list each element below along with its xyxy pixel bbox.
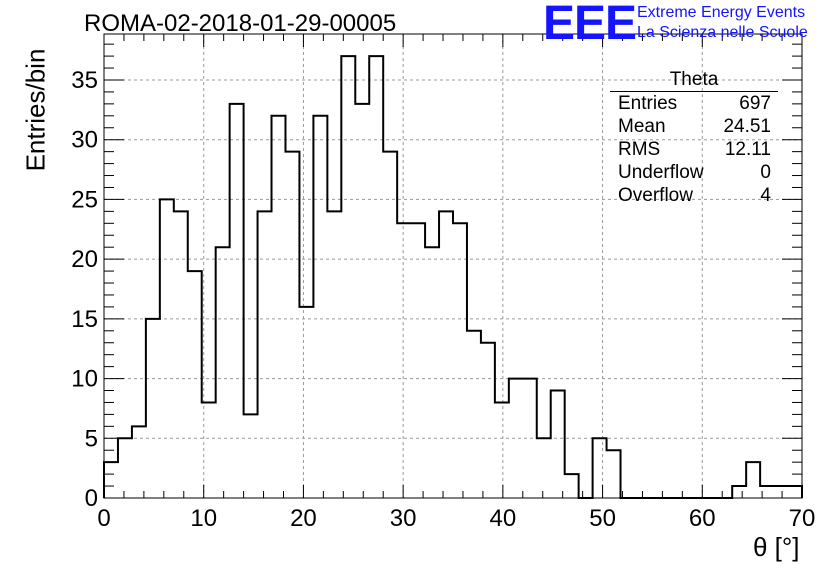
chart-title: ROMA-02-2018-01-29-00005: [84, 10, 397, 37]
x-tick-label: 0: [97, 505, 110, 532]
stats-label: RMS: [618, 139, 661, 160]
stats-value: 24.51: [723, 116, 771, 137]
y-tick-label: 15: [71, 306, 98, 333]
y-tick-label: 0: [85, 485, 98, 512]
x-tick-label: 50: [589, 505, 616, 532]
y-axis-label: Entries/bin: [20, 48, 51, 172]
x-tick-label: 30: [390, 505, 417, 532]
y-tick-label: 5: [85, 425, 98, 452]
logo-caption-line1: Extreme Energy Events: [637, 4, 806, 21]
stats-label: Entries: [618, 93, 678, 114]
stats-row-mean: Mean 24.51: [610, 115, 778, 138]
stats-value: 697: [739, 93, 771, 114]
y-tick-label: 35: [71, 67, 98, 94]
logo-caption-line2: La Scienza nelle Scuole: [637, 24, 808, 41]
stats-row-overflow: Overflow 4: [610, 184, 778, 207]
y-tick-label: 25: [71, 186, 98, 213]
stats-row-underflow: Underflow 0: [610, 161, 778, 184]
stats-value: 12.11: [724, 139, 771, 160]
stats-row-entries: Entries 697: [610, 92, 778, 115]
x-axis-label: θ [°]: [753, 532, 800, 562]
y-tick-label: 20: [71, 246, 98, 273]
stats-label: Overflow: [618, 185, 693, 206]
x-tick-label: 60: [689, 505, 716, 532]
stats-label: Mean: [618, 116, 666, 137]
y-tick-label: 30: [71, 127, 98, 154]
stats-row-rms: RMS 12.11: [610, 138, 778, 161]
stats-title: Theta: [610, 70, 778, 92]
stats-value: 4: [760, 185, 771, 206]
plot-frame: [103, 33, 803, 499]
eee-logo: EEE: [543, 0, 637, 50]
stats-value: 0: [760, 162, 771, 183]
stats-label: Underflow: [618, 162, 704, 183]
logo-caption: Extreme Energy Events La Scienza nelle S…: [637, 3, 808, 43]
x-tick-label: 20: [290, 505, 317, 532]
x-tick-label: 70: [789, 505, 816, 532]
stats-box: Theta Entries 697 Mean 24.51 RMS 12.11 U…: [610, 70, 778, 207]
y-tick-label: 10: [71, 366, 98, 393]
x-tick-label: 40: [490, 505, 517, 532]
x-tick-label: 10: [190, 505, 217, 532]
